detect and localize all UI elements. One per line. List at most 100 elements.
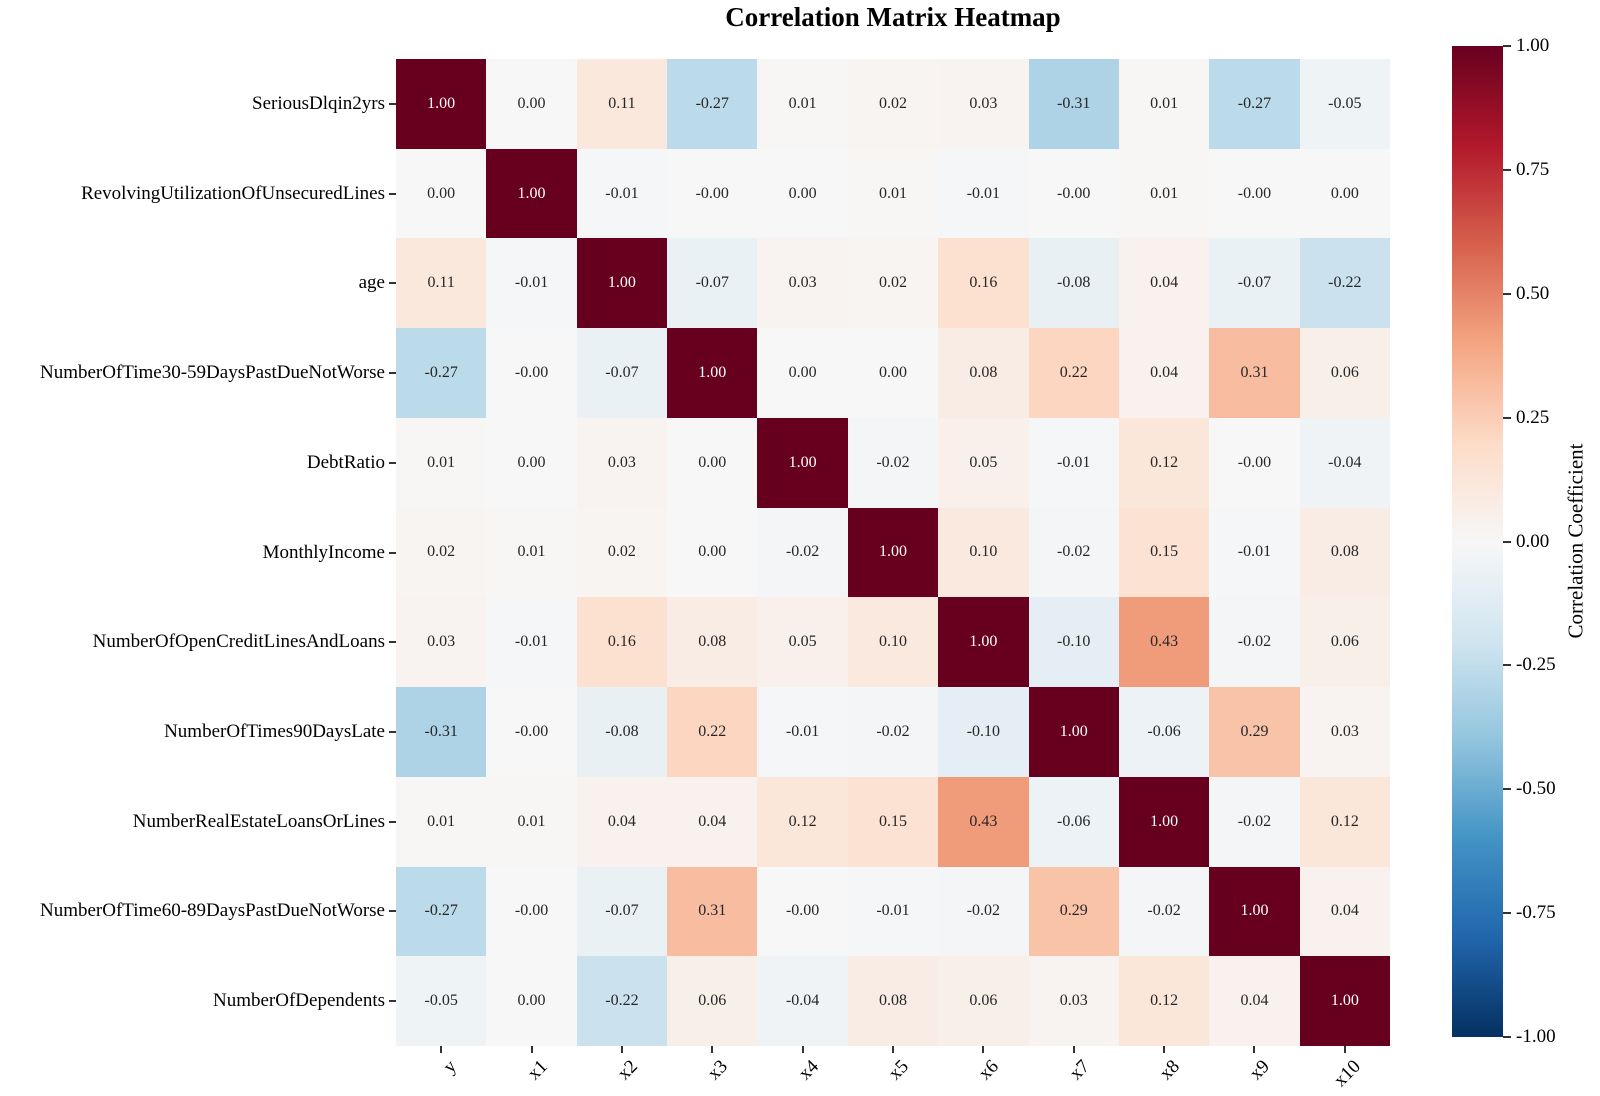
- heatmap-cell-NumberOfDependents-x5: 0.08: [847, 956, 939, 1046]
- heatmap-cell-NumberOfTimes90DaysLate-x3: 0.22: [667, 687, 758, 777]
- colorbar-tick: [1503, 540, 1511, 543]
- heatmap-cell-NumberOfTime30-59DaysPastDueNotWorse-x5: 0.00: [847, 328, 939, 418]
- heatmap-cell-NumberOfDependents-x10: 1.00: [1299, 956, 1390, 1046]
- heatmap-cell-RevolvingUtilizationOfUnsecuredLines-x10: 0.00: [1299, 148, 1390, 239]
- colorbar-tick: [1503, 292, 1511, 295]
- heatmap-cell-RevolvingUtilizationOfUnsecuredLines-x6: -0.01: [938, 148, 1029, 239]
- y-axis-label-MonthlyIncome: MonthlyIncome: [262, 541, 385, 563]
- heatmap-cell-NumberOfDependents-x7: 0.03: [1028, 956, 1119, 1046]
- heatmap-cell-NumberOfTime30-59DaysPastDueNotWorse-x8: 0.04: [1118, 328, 1210, 418]
- heatmap-cell-NumberOfTimes90DaysLate-x8: -0.06: [1118, 687, 1210, 777]
- heatmap-cell-NumberRealEstateLoansOrLines-x5: 0.15: [847, 776, 939, 867]
- colorbar-tick-label-0.50: 0.50: [1516, 282, 1550, 304]
- y-axis-label-DebtRatio: DebtRatio: [306, 451, 385, 473]
- heatmap-cell-NumberOfTime60-89DaysPastDueNotWorse-x9: 1.00: [1209, 866, 1300, 957]
- heatmap-cell-NumberOfTime30-59DaysPastDueNotWorse-x7: 0.22: [1028, 328, 1119, 418]
- heatmap-cell-NumberRealEstateLoansOrLines-x1: 0.01: [486, 776, 577, 867]
- heatmap-cell-SeriousDlqin2yrs-x8: 0.01: [1118, 59, 1210, 149]
- colorbar-tick-label--0.50: -0.50: [1516, 778, 1556, 800]
- y-axis-label-NumberOfTimes90DaysLate: NumberOfTimes90DaysLate: [164, 720, 385, 742]
- colorbar-tick-label-0.25: 0.25: [1516, 406, 1550, 428]
- heatmap-cell-NumberOfDependents-y: -0.05: [396, 956, 487, 1046]
- heatmap-cell-SeriousDlqin2yrs-x9: -0.27: [1209, 59, 1300, 149]
- heatmap-cell-NumberOfOpenCreditLinesAndLoans-x5: 0.10: [847, 597, 939, 688]
- heatmap-cell-NumberOfTime60-89DaysPastDueNotWorse-x7: 0.29: [1028, 866, 1119, 957]
- y-axis-tick: [389, 641, 396, 644]
- heatmap-cell-NumberRealEstateLoansOrLines-y: 0.01: [396, 776, 487, 867]
- heatmap-cell-RevolvingUtilizationOfUnsecuredLines-x1: 1.00: [486, 148, 577, 239]
- heatmap-cell-NumberRealEstateLoansOrLines-x10: 0.12: [1299, 776, 1390, 867]
- x-axis-tick: [1072, 1046, 1075, 1053]
- heatmap-cell-age-y: 0.11: [396, 238, 487, 329]
- heatmap-cell-DebtRatio-x5: -0.02: [847, 417, 939, 508]
- heatmap-cell-SeriousDlqin2yrs-x4: 0.01: [757, 59, 848, 149]
- heatmap-cell-NumberOfTime30-59DaysPastDueNotWorse-x4: 0.00: [757, 328, 848, 418]
- y-axis-tick: [389, 282, 396, 285]
- heatmap-cell-NumberOfDependents-x3: 0.06: [667, 956, 758, 1046]
- heatmap-cell-NumberOfOpenCreditLinesAndLoans-x8: 0.43: [1118, 597, 1210, 688]
- heatmap-cell-MonthlyIncome-x4: -0.02: [757, 507, 848, 598]
- heatmap-cell-NumberOfTime30-59DaysPastDueNotWorse-x9: 0.31: [1209, 328, 1300, 418]
- heatmap-cell-NumberOfTime60-89DaysPastDueNotWorse-x8: -0.02: [1118, 866, 1210, 957]
- y-axis-label-NumberOfTime30-59DaysPastDueNotWorse: NumberOfTime30-59DaysPastDueNotWorse: [39, 362, 385, 384]
- heatmap-cell-DebtRatio-x6: 0.05: [938, 417, 1029, 508]
- heatmap-cell-NumberOfTime60-89DaysPastDueNotWorse-x3: 0.31: [667, 866, 758, 957]
- heatmap-cell-NumberOfTimes90DaysLate-x4: -0.01: [757, 687, 848, 777]
- heatmap-cell-RevolvingUtilizationOfUnsecuredLines-x2: -0.01: [576, 148, 668, 239]
- heatmap-cell-DebtRatio-y: 0.01: [396, 417, 487, 508]
- heatmap-cell-NumberOfDependents-x9: 0.04: [1209, 956, 1300, 1046]
- heatmap-cell-NumberRealEstateLoansOrLines-x2: 0.04: [576, 776, 668, 867]
- heatmap-cell-SeriousDlqin2yrs-x2: 0.11: [576, 59, 668, 149]
- heatmap-cell-NumberOfTimes90DaysLate-x9: 0.29: [1209, 687, 1300, 777]
- heatmap-cell-NumberRealEstateLoansOrLines-x8: 1.00: [1118, 776, 1210, 867]
- heatmap-cell-age-x4: 0.03: [757, 238, 848, 329]
- heatmap-cell-age-x8: 0.04: [1118, 238, 1210, 329]
- colorbar-tick-label-0.00: 0.00: [1516, 530, 1550, 552]
- y-axis-label-age: age: [358, 272, 385, 294]
- heatmap-cell-NumberOfTime60-89DaysPastDueNotWorse-x2: -0.07: [576, 866, 668, 957]
- x-axis-tick: [1163, 1046, 1166, 1053]
- colorbar-tick: [1503, 168, 1511, 171]
- y-axis-tick: [389, 1000, 396, 1003]
- chart-title: Correlation Matrix Heatmap: [725, 2, 1061, 32]
- heatmap-cell-MonthlyIncome-x6: 0.10: [938, 507, 1029, 598]
- x-axis-tick: [801, 1046, 804, 1053]
- heatmap-cell-NumberOfTime30-59DaysPastDueNotWorse-x1: -0.00: [486, 328, 577, 418]
- heatmap-cell-NumberOfDependents-x4: -0.04: [757, 956, 848, 1046]
- heatmap-cell-NumberOfTime60-89DaysPastDueNotWorse-x10: 0.04: [1299, 866, 1390, 957]
- heatmap-cell-NumberOfTime30-59DaysPastDueNotWorse-x3: 1.00: [667, 328, 758, 418]
- colorbar-tick-label--0.75: -0.75: [1516, 902, 1556, 924]
- heatmap-cell-NumberOfOpenCreditLinesAndLoans-x6: 1.00: [938, 597, 1029, 688]
- heatmap-cell-age-x3: -0.07: [667, 238, 758, 329]
- heatmap-cell-NumberOfOpenCreditLinesAndLoans-x10: 0.06: [1299, 597, 1390, 688]
- heatmap-cell-age-x6: 0.16: [938, 238, 1029, 329]
- heatmap-cell-NumberOfTime30-59DaysPastDueNotWorse-x10: 0.06: [1299, 328, 1390, 418]
- colorbar-tick: [1503, 912, 1511, 915]
- heatmap-cell-NumberOfOpenCreditLinesAndLoans-x7: -0.10: [1028, 597, 1119, 688]
- heatmap-cell-MonthlyIncome-x2: 0.02: [576, 507, 668, 598]
- heatmap-cell-RevolvingUtilizationOfUnsecuredLines-y: 0.00: [396, 148, 487, 239]
- heatmap-cell-NumberRealEstateLoansOrLines-x4: 0.12: [757, 776, 848, 867]
- heatmap-cell-NumberOfTimes90DaysLate-x7: 1.00: [1028, 687, 1119, 777]
- colorbar-tick-label--1.00: -1.00: [1516, 1026, 1556, 1047]
- heatmap-cell-age-x7: -0.08: [1028, 238, 1119, 329]
- heatmap-cell-age-x10: -0.22: [1299, 238, 1390, 329]
- heatmap-cell-DebtRatio-x7: -0.01: [1028, 417, 1119, 508]
- heatmap-cell-DebtRatio-x8: 0.12: [1118, 417, 1210, 508]
- heatmap-cell-SeriousDlqin2yrs-x10: -0.05: [1299, 59, 1390, 149]
- x-axis-label-y: y: [439, 1056, 462, 1078]
- heatmap-cell-NumberOfTimes90DaysLate-y: -0.31: [396, 687, 487, 777]
- heatmap-cell-age-x2: 1.00: [576, 238, 668, 329]
- y-axis-tick: [389, 102, 396, 105]
- x-axis-tick: [1253, 1046, 1256, 1053]
- x-axis-tick: [982, 1046, 985, 1053]
- heatmap-cell-NumberOfTimes90DaysLate-x5: -0.02: [847, 687, 939, 777]
- heatmap-cell-NumberOfTimes90DaysLate-x6: -0.10: [938, 687, 1029, 777]
- x-axis-tick: [1343, 1046, 1346, 1053]
- y-axis-tick: [389, 461, 396, 464]
- colorbar-tick: [1503, 1036, 1511, 1038]
- heatmap-cell-NumberOfTime60-89DaysPastDueNotWorse-x4: -0.00: [757, 866, 848, 957]
- y-axis-label-SeriousDlqin2yrs: SeriousDlqin2yrs: [252, 92, 385, 114]
- heatmap-cell-NumberOfTimes90DaysLate-x1: -0.00: [486, 687, 577, 777]
- heatmap-cell-SeriousDlqin2yrs-x5: 0.02: [847, 59, 939, 149]
